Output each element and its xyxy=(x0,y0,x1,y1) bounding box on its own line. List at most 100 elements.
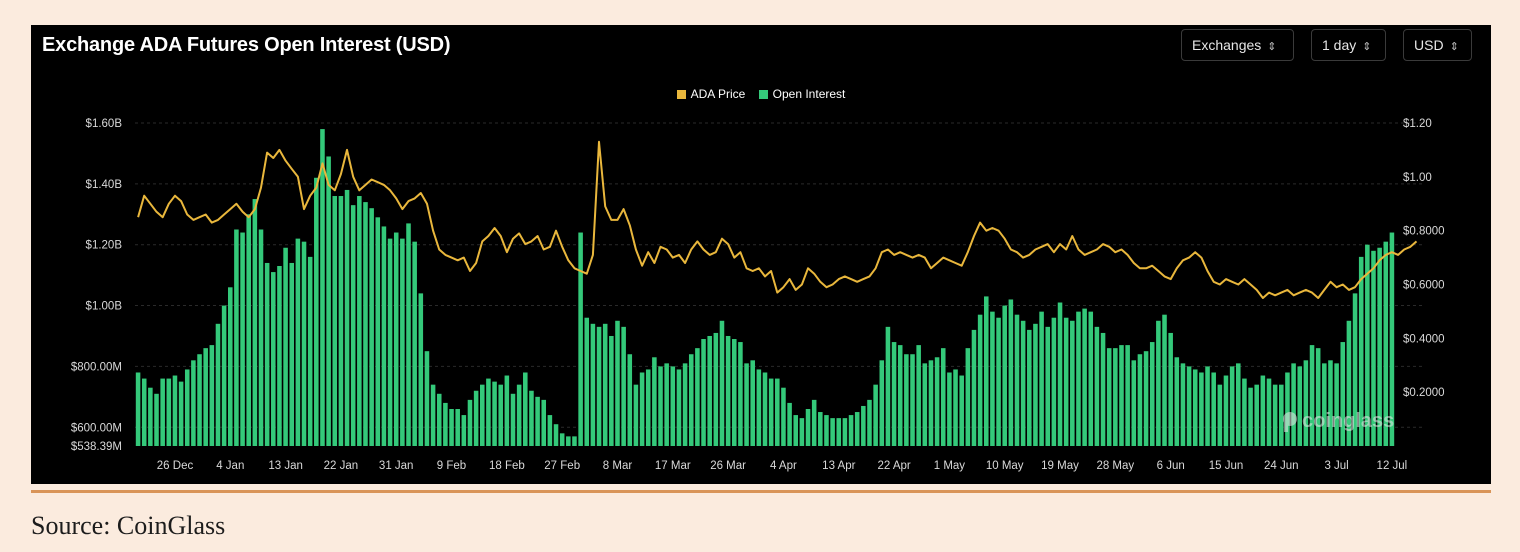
oi-bar xyxy=(1057,302,1063,446)
oi-bar xyxy=(787,402,792,446)
watermark: coinglass xyxy=(1283,410,1394,432)
oi-bar xyxy=(172,375,178,446)
oi-bar xyxy=(320,129,325,446)
oi-bar xyxy=(1297,366,1303,446)
oi-bar xyxy=(1211,372,1216,446)
oi-bar xyxy=(1389,232,1395,446)
x-tick-label: 27 Feb xyxy=(544,460,580,472)
chart-title: Exchange ADA Futures Open Interest (USD) xyxy=(42,34,451,56)
oi-bar xyxy=(240,232,245,446)
oi-bar xyxy=(867,399,872,446)
oi-bar xyxy=(160,378,165,446)
oi-bar xyxy=(596,326,602,446)
oi-bar xyxy=(848,415,854,446)
oi-bar xyxy=(609,335,614,446)
oi-bar xyxy=(861,405,866,446)
y-right-tick-label: $1.00 xyxy=(1403,172,1432,184)
oi-bar xyxy=(1199,372,1204,446)
axis-ticks: $1.60B $1.40B $1.20B $1.00B $800.00M $600.00M… xyxy=(71,118,1445,472)
up-down-chevron-icon: ⇕ xyxy=(1449,41,1459,53)
oi-bar xyxy=(436,393,442,446)
currency-select[interactable]: USD ⇕ xyxy=(1403,29,1472,61)
x-tick-label: 18 Feb xyxy=(489,460,525,472)
legend-item-price[interactable]: ADA Price xyxy=(676,87,746,101)
legend-item-open-interest[interactable]: Open Interest xyxy=(758,87,846,101)
oi-bar xyxy=(203,348,208,446)
oi-bar xyxy=(842,418,848,446)
oi-bar xyxy=(504,375,510,446)
oi-bar xyxy=(971,329,977,446)
oi-bar xyxy=(1352,293,1358,446)
oi-bar xyxy=(732,339,737,446)
x-tick-label: 8 Mar xyxy=(603,460,633,472)
oi-bar xyxy=(1039,311,1044,446)
oi-bar xyxy=(818,412,823,446)
oi-bar xyxy=(1315,348,1321,446)
chart-plot: coinglass $1.60B $1.40B $1.20B $1.00B $800.0… xyxy=(71,118,1445,472)
oi-bar xyxy=(1260,375,1266,446)
x-tick-label: 17 Mar xyxy=(655,460,691,472)
oi-bar xyxy=(1322,363,1327,446)
source-caption: Source: CoinGlass xyxy=(31,511,226,540)
oi-bar xyxy=(424,351,430,446)
oi-bar xyxy=(1113,348,1118,446)
oi-bar xyxy=(375,217,381,446)
x-tick-label: 15 Jun xyxy=(1209,460,1244,472)
oi-bar xyxy=(1143,351,1149,446)
oi-bar xyxy=(1217,384,1223,446)
oi-bar xyxy=(246,214,251,446)
oi-bar xyxy=(805,409,811,446)
oi-bar xyxy=(775,378,780,446)
oi-bar xyxy=(332,196,338,446)
oi-bar xyxy=(658,366,663,446)
oi-bar xyxy=(393,232,399,446)
price-series-line xyxy=(137,140,1418,299)
oi-bar xyxy=(1285,372,1290,446)
y-right-tick-label: $0.8000 xyxy=(1403,226,1445,238)
watermark-text: coinglass xyxy=(1302,410,1394,432)
oi-bar xyxy=(1377,247,1382,446)
oi-bar xyxy=(897,345,903,446)
oi-bar xyxy=(1008,299,1014,446)
oi-bar xyxy=(486,378,491,446)
legend-label-open-interest: Open Interest xyxy=(772,87,846,101)
oi-bar xyxy=(295,238,301,446)
oi-bar xyxy=(910,354,915,446)
grid-lines xyxy=(135,122,1425,428)
interval-select[interactable]: 1 day ⇕ xyxy=(1311,29,1386,61)
oi-bar xyxy=(854,412,860,446)
oi-bar xyxy=(947,372,952,446)
oi-bar xyxy=(590,323,596,446)
x-tick-label: 1 May xyxy=(934,460,966,472)
y-left-tick-label: $1.60B xyxy=(86,118,123,130)
oi-bar xyxy=(756,369,762,446)
oi-bar xyxy=(1291,363,1296,446)
x-tick-label: 9 Feb xyxy=(437,460,466,472)
coinglass-logo-icon-stem xyxy=(1284,421,1288,432)
oi-bar xyxy=(184,369,190,446)
oi-bar xyxy=(492,381,497,446)
y-right-tick-label: $0.4000 xyxy=(1403,333,1445,345)
oi-bar xyxy=(768,378,774,446)
oi-bar xyxy=(707,335,712,446)
oi-bar xyxy=(744,363,749,446)
y-left-tick-label: $800.00M xyxy=(71,361,122,373)
oi-bar xyxy=(283,247,288,446)
legend-label-price: ADA Price xyxy=(690,87,746,101)
x-tick-label: 13 Jan xyxy=(268,460,303,472)
oi-bar xyxy=(1027,329,1032,446)
oi-bar xyxy=(350,205,356,446)
oi-bar xyxy=(1063,317,1069,446)
oi-bar xyxy=(824,415,829,446)
oi-bar xyxy=(934,357,940,446)
oi-bar xyxy=(234,229,239,446)
oi-bar xyxy=(406,223,411,446)
chart-legend: ADA Price Open Interest xyxy=(31,87,1491,101)
oi-bars xyxy=(135,129,1395,446)
exchanges-select[interactable]: Exchanges ⇕ xyxy=(1181,29,1294,61)
oi-bar xyxy=(1365,244,1370,446)
oi-bar xyxy=(688,354,694,446)
chart-panel: Exchange ADA Futures Open Interest (USD)… xyxy=(31,25,1491,484)
oi-bar xyxy=(461,415,467,446)
oi-bar xyxy=(713,332,719,446)
